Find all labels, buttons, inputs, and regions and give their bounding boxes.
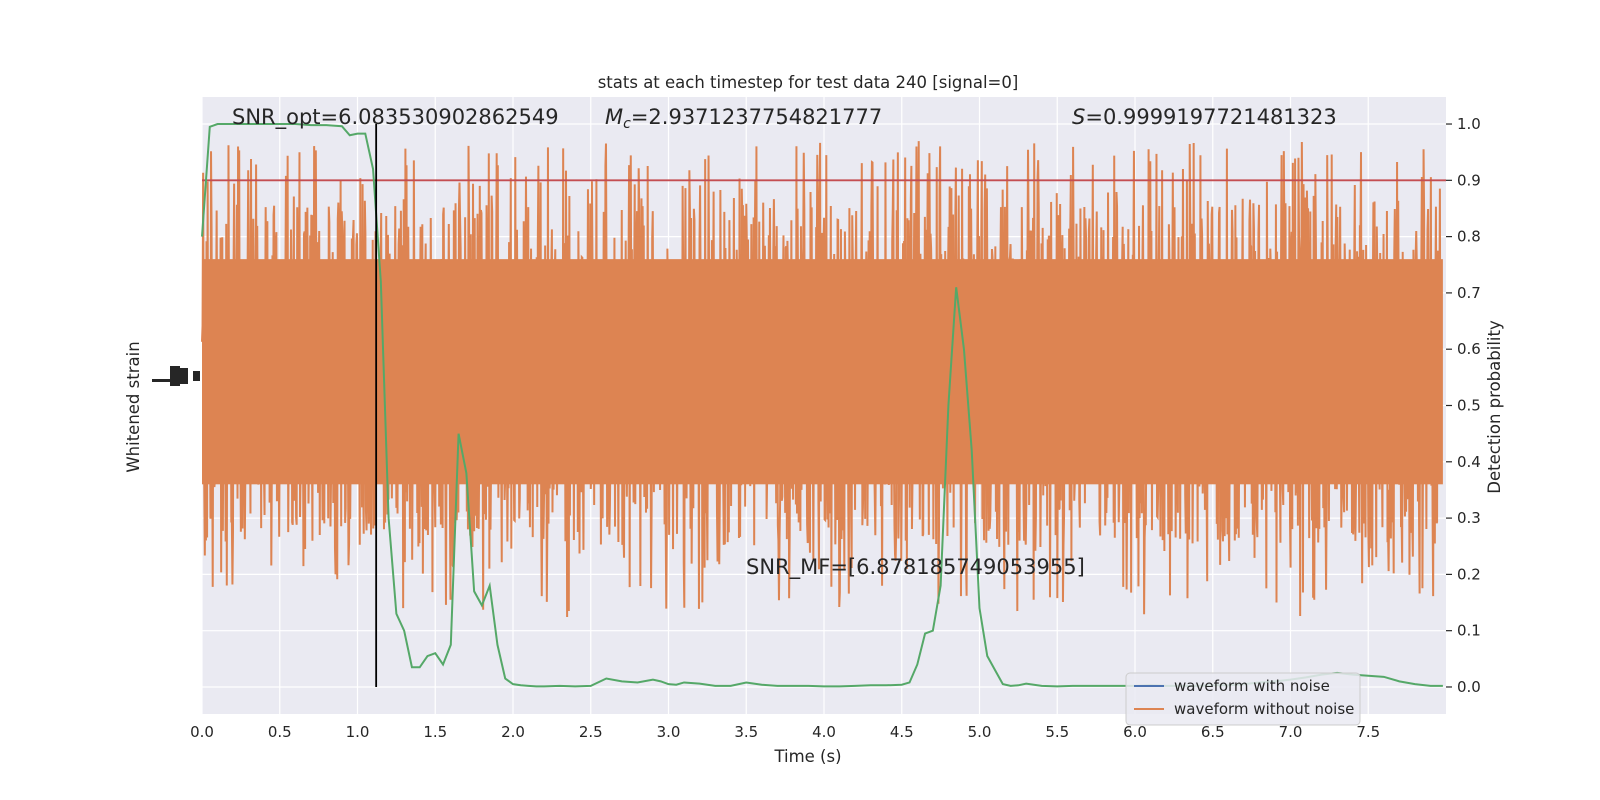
s-annotation: S=0.9999197721481323 <box>1072 105 1337 129</box>
y-right-axis-ticks: 0.0 0.1 0.2 0.3 0.4 0.5 0.6 0.7 0.8 0.9 1.0 <box>1446 115 1481 696</box>
x-tick-label: 3.0 <box>657 723 681 741</box>
s-value: =0.9999197721481323 <box>1085 105 1336 129</box>
snr-mf-annotation: SNR_MF=[6.878185749053955] <box>746 555 1085 580</box>
left-axis-collapsed-ticks <box>152 366 200 386</box>
legend: waveform with noise waveform without noi… <box>1125 672 1361 726</box>
x-tick-label: 0.0 <box>190 723 214 741</box>
x-tick-label: 3.5 <box>734 723 758 741</box>
x-tick-label: 1.0 <box>346 723 370 741</box>
x-tick-label: 4.5 <box>890 723 914 741</box>
y-left-axis-label: Whitened strain <box>124 341 143 472</box>
x-tick-label: 4.0 <box>812 723 836 741</box>
y-right-tick-label: 0.6 <box>1457 340 1481 358</box>
snr-opt-annotation: SNR_opt=6.083530902862549 <box>232 105 559 130</box>
x-tick-label: 1.5 <box>423 723 447 741</box>
x-tick-label: 2.0 <box>501 723 525 741</box>
x-tick-label: 7.0 <box>1279 723 1303 741</box>
x-tick-label: 6.5 <box>1201 723 1225 741</box>
legend-label-without-noise: waveform without noise <box>1174 700 1354 718</box>
x-axis-ticks: 0.0 0.5 1.0 1.5 2.0 2.5 3.0 3.5 4.0 4.5 5.0 5.5 6.0 6… <box>190 723 1380 741</box>
chart-title: stats at each timestep for test data 240… <box>598 73 1019 92</box>
y-right-tick-label: 0.0 <box>1457 678 1481 696</box>
y-right-tick-label: 0.7 <box>1457 284 1481 302</box>
y-right-tick-label: 0.2 <box>1457 565 1481 583</box>
chirp-mass-subscript: c <box>623 116 631 132</box>
x-tick-label: 5.0 <box>968 723 992 741</box>
x-tick-label: 6.0 <box>1123 723 1147 741</box>
x-tick-label: 2.5 <box>579 723 603 741</box>
chirp-mass-annotation: Mc=2.9371237754821777 <box>605 105 882 132</box>
y-right-tick-label: 1.0 <box>1457 115 1481 133</box>
y-right-tick-label: 0.9 <box>1457 171 1481 189</box>
s-symbol: S <box>1072 105 1085 129</box>
chirp-mass-value: =2.9371237754821777 <box>631 105 882 129</box>
y-right-tick-label: 0.8 <box>1457 228 1481 246</box>
waveform-dense-core <box>202 259 1443 485</box>
x-tick-label: 7.5 <box>1356 723 1380 741</box>
legend-box <box>1125 672 1361 726</box>
legend-label-with-noise: waveform with noise <box>1174 677 1330 695</box>
y-right-tick-label: 0.3 <box>1457 509 1481 527</box>
y-right-tick-label: 0.4 <box>1457 453 1481 471</box>
y-right-tick-label: 0.1 <box>1457 622 1481 640</box>
x-axis-label: Time (s) <box>773 747 841 766</box>
x-tick-label: 0.5 <box>268 723 292 741</box>
chirp-mass-symbol: M <box>605 105 623 129</box>
waveform-without-noise-line <box>201 141 1443 618</box>
y-right-axis-label: Detection probability <box>1485 320 1504 494</box>
x-tick-label: 5.5 <box>1045 723 1069 741</box>
y-right-tick-label: 0.5 <box>1457 397 1481 415</box>
